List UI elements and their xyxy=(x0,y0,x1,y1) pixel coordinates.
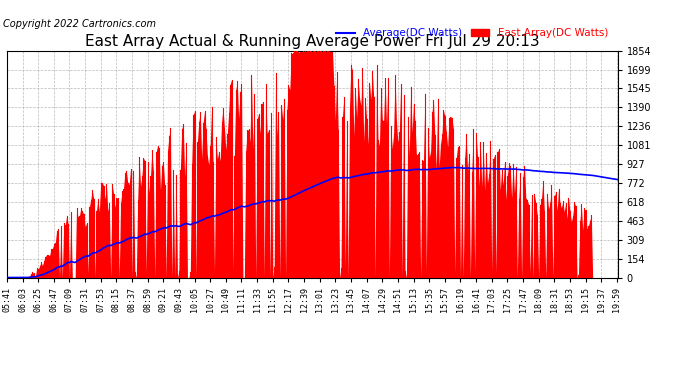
Legend: Average(DC Watts), East Array(DC Watts): Average(DC Watts), East Array(DC Watts) xyxy=(332,24,612,42)
Text: Copyright 2022 Cartronics.com: Copyright 2022 Cartronics.com xyxy=(3,19,157,29)
Title: East Array Actual & Running Average Power Fri Jul 29 20:13: East Array Actual & Running Average Powe… xyxy=(85,34,540,50)
